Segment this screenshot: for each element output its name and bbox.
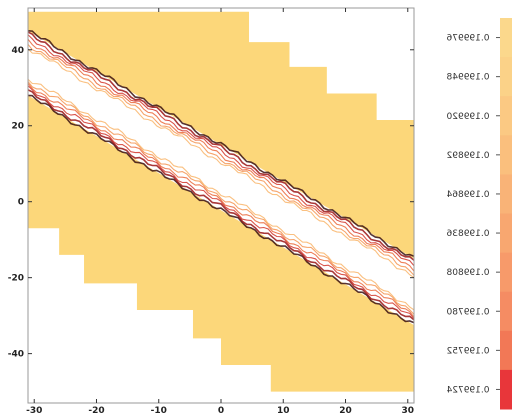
x-tick-label: 30 (402, 406, 415, 414)
contour-line (28, 81, 414, 315)
colorbar-label: 0.199920 (446, 112, 489, 122)
contour-line (28, 78, 414, 311)
x-tick-label: 10 (277, 406, 290, 414)
colorbar-label: 0.199752 (447, 346, 490, 356)
contour-line (28, 82, 414, 318)
colorbar-segment (500, 330, 512, 371)
colorbar-label: 0.199836 (446, 229, 489, 239)
colorbar-label: 0.199808 (446, 268, 489, 278)
y-tick-label: -40 (8, 350, 24, 360)
colorbar-label: 0.199892 (447, 151, 490, 161)
colorbar-label: 0.199948 (446, 73, 489, 83)
x-tick-label: -10 (151, 406, 167, 414)
contour-line (28, 38, 414, 272)
colorbar-label: 0.199976 (446, 34, 489, 44)
y-tick-label: -20 (8, 274, 24, 284)
colorbar-segment (500, 96, 512, 136)
x-tick-label: -20 (88, 406, 104, 414)
contour-line (28, 89, 414, 321)
colorbar-label: 0.199780 (446, 307, 489, 317)
colorbar-segment (500, 174, 512, 214)
contour-line (28, 34, 414, 267)
contour-line (28, 94, 414, 324)
y-tick-label: 20 (11, 122, 24, 132)
x-tick-label: 20 (339, 406, 352, 414)
contour-line (28, 31, 414, 261)
colorbar-segment (500, 213, 512, 254)
upper-region (28, 11, 414, 259)
colorbar-segment (500, 18, 512, 58)
y-tick-label: 0 (18, 198, 24, 208)
colorbar-segment (500, 291, 512, 332)
colorbar-segment (500, 57, 512, 97)
colorbar-label: 0.199724 (446, 385, 489, 395)
contour-line (28, 48, 414, 279)
colorbar: 0.199976 0.199948 0.199920 0.199892 0.199864… (446, 18, 512, 410)
lower-region (28, 95, 414, 392)
x-tick-label: -30 (26, 406, 42, 414)
colorbar-segment (500, 369, 512, 410)
contour-line (28, 43, 414, 276)
plot-area (28, 11, 414, 392)
upper-contour-edge (28, 30, 414, 279)
contour-line (28, 85, 414, 319)
lower-contour-edge (28, 78, 414, 324)
y-tick-label: 40 (11, 46, 24, 56)
colorbar-segment (500, 252, 512, 293)
x-tick-label: 0 (218, 406, 224, 414)
contour-line (28, 30, 414, 257)
colorbar-label: 0.199864 (446, 190, 489, 200)
colorbar-segment (500, 135, 512, 175)
